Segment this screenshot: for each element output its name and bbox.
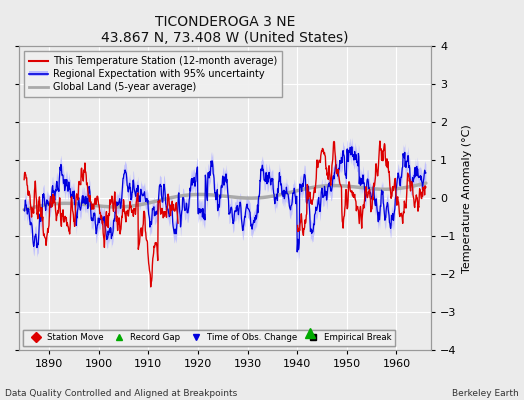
Legend: Station Move, Record Gap, Time of Obs. Change, Empirical Break: Station Move, Record Gap, Time of Obs. C… [24, 330, 395, 346]
Text: Berkeley Earth: Berkeley Earth [452, 389, 519, 398]
Y-axis label: Temperature Anomaly (°C): Temperature Anomaly (°C) [462, 124, 472, 272]
Title: TICONDEROGA 3 NE
43.867 N, 73.408 W (United States): TICONDEROGA 3 NE 43.867 N, 73.408 W (Uni… [102, 15, 349, 45]
Text: Data Quality Controlled and Aligned at Breakpoints: Data Quality Controlled and Aligned at B… [5, 389, 237, 398]
